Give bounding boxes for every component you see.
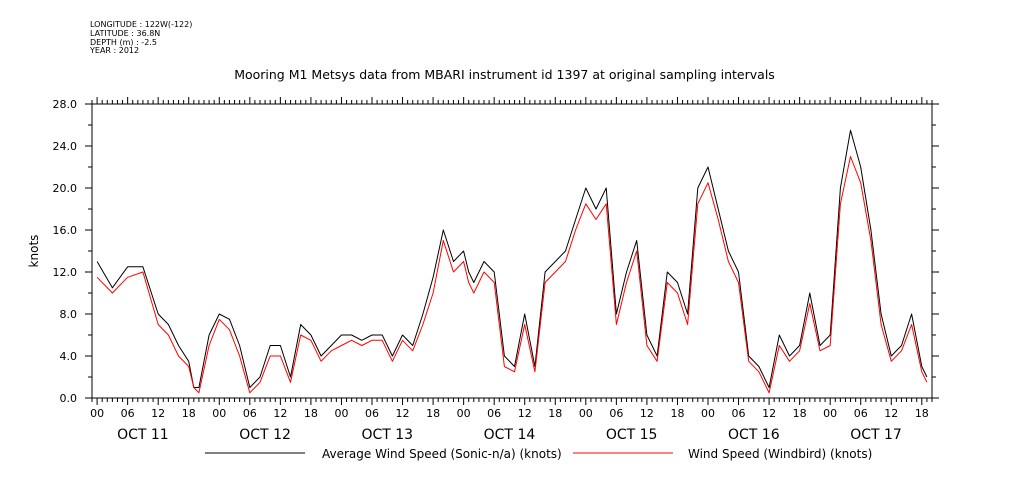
x-hour-label: 00 [334, 407, 348, 420]
y-axis: 0.0 4.0 8.0 12.0 16.0 20.0 24.0 28.0 [53, 98, 939, 405]
x-day-label: OCT 11 [117, 427, 169, 443]
x-hour-label: 06 [365, 407, 379, 420]
x-day-label: OCT 17 [850, 427, 902, 443]
x-hour-label: 18 [304, 407, 318, 420]
x-hour-label: 00 [579, 407, 593, 420]
series-line-average-wind [96, 129, 928, 388]
x-hour-label: 18 [915, 407, 929, 420]
meta-year: YEAR : 2012 [90, 46, 140, 56]
meta-depth: DEPTH (m) : -2.5 [90, 37, 157, 47]
legend-label-average: Average Wind Speed (Sonic-n/a) (knots) [322, 447, 562, 461]
x-day-label: OCT 16 [728, 427, 780, 443]
x-hour-label: 00 [212, 407, 226, 420]
series-layer [96, 129, 928, 394]
x-day-label: OCT 15 [606, 427, 658, 443]
x-hour-label: 00 [457, 407, 471, 420]
y-tick-label: 16.0 [53, 224, 78, 237]
x-hour-label: 00 [701, 407, 715, 420]
series-line-windbird [96, 156, 928, 394]
x-axis: 00 06 12 18 00 06 12 18 00 06 12 18 00 06 12 18 00 06 12 18… [90, 97, 933, 443]
y-tick-label: 24.0 [53, 140, 78, 153]
y-tick-label: 0.0 [60, 392, 78, 405]
x-hour-label: 00 [823, 407, 837, 420]
y-tick-label: 12.0 [53, 266, 78, 279]
legend-label-windbird: Wind Speed (Windbird) (knots) [688, 447, 872, 461]
x-hour-label: 12 [518, 407, 532, 420]
x-hour-label: 18 [670, 407, 684, 420]
x-hour-label: 18 [426, 407, 440, 420]
x-day-label: OCT 13 [361, 427, 413, 443]
y-axis-label: knots [27, 235, 41, 268]
plot-frame [91, 103, 933, 399]
x-hour-label: 12 [640, 407, 654, 420]
x-hour-label: 12 [151, 407, 165, 420]
y-tick-label: 4.0 [60, 350, 78, 363]
x-day-label: OCT 14 [484, 427, 536, 443]
x-hour-label: 06 [487, 407, 501, 420]
y-tick-label: 20.0 [53, 182, 78, 195]
x-hour-label: 12 [273, 407, 287, 420]
x-hour-label: 18 [793, 407, 807, 420]
legend: Average Wind Speed (Sonic-n/a) (knots) W… [205, 447, 872, 461]
y-tick-label: 28.0 [53, 98, 78, 111]
x-hour-label: 18 [182, 407, 196, 420]
x-hour-label: 06 [854, 407, 868, 420]
location-metadata: LONGITUDE : 122W(-122) LATITUDE : 36.8N … [90, 20, 193, 56]
x-hour-label: 06 [732, 407, 746, 420]
x-hour-label: 06 [121, 407, 135, 420]
x-hour-label: 06 [243, 407, 257, 420]
meta-longitude: LONGITUDE : 122W(-122) [90, 20, 193, 29]
y-tick-label: 8.0 [60, 308, 78, 321]
x-hour-label: 12 [396, 407, 410, 420]
x-hour-label: 12 [762, 407, 776, 420]
x-day-label: OCT 12 [239, 427, 291, 443]
x-hour-label: 00 [90, 407, 104, 420]
meta-latitude: LATITUDE : 36.8N [90, 28, 161, 38]
x-hour-label: 18 [548, 407, 562, 420]
x-hour-label: 06 [609, 407, 623, 420]
x-hour-label: 12 [884, 407, 898, 420]
chart-title: Mooring M1 Metsys data from MBARI instru… [234, 67, 775, 82]
